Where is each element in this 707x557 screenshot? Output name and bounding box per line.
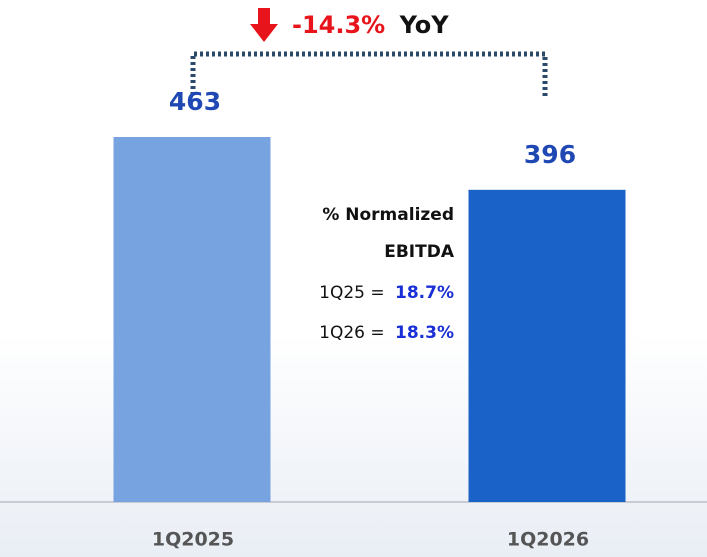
value-label: 396 bbox=[524, 140, 576, 169]
note-title: % Normalized bbox=[322, 205, 454, 225]
value-label: 463 bbox=[169, 87, 221, 116]
note-value: 18.7% bbox=[395, 283, 454, 303]
bracket bbox=[190, 51, 548, 97]
change-annotation: -14.3% YoY bbox=[292, 11, 449, 39]
note-value: 18.3% bbox=[395, 323, 454, 343]
down-arrow bbox=[250, 8, 278, 42]
bar bbox=[113, 137, 271, 502]
x-tick-label: 1Q2026 bbox=[507, 529, 589, 551]
bar bbox=[468, 189, 626, 502]
note-label: 1Q25 = bbox=[319, 283, 384, 303]
x-tick-label: 1Q2025 bbox=[152, 529, 234, 551]
change-value: -14.3% bbox=[292, 11, 385, 39]
note-title: EBITDA bbox=[384, 242, 455, 262]
note-label: 1Q26 = bbox=[319, 323, 384, 343]
note-row: 1Q26 = 18.3% bbox=[319, 323, 454, 343]
note-row: 1Q25 = 18.7% bbox=[319, 283, 454, 303]
change-label: YoY bbox=[399, 11, 450, 39]
